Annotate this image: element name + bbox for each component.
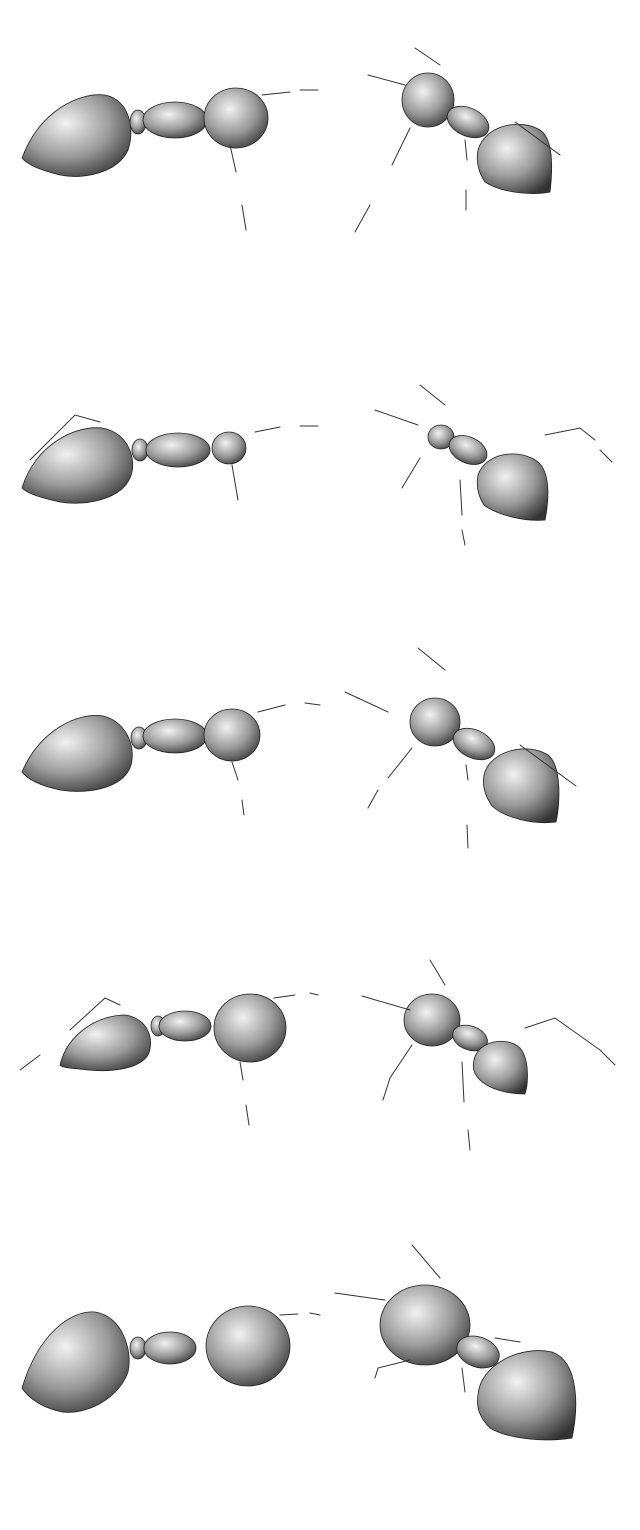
row-2-left-ant [21, 414, 319, 504]
mesosoma [448, 435, 488, 465]
leg [239, 1061, 250, 1126]
head [211, 431, 247, 465]
head [403, 993, 461, 1047]
mesosoma [158, 1010, 212, 1042]
mesosoma [452, 727, 496, 761]
leg [231, 464, 239, 501]
row-4-right-ant [361, 959, 616, 1151]
leg [231, 761, 245, 816]
head [379, 1284, 471, 1366]
leg [29, 414, 101, 461]
row-4-left-ant [19, 992, 319, 1126]
antenna [374, 384, 446, 426]
mesosoma [142, 101, 208, 139]
row-3-left-ant [21, 691, 389, 816]
leg [374, 1337, 521, 1393]
head [203, 87, 269, 149]
gaster [21, 94, 132, 177]
gaster [21, 427, 134, 504]
antenna [273, 992, 319, 999]
head [401, 72, 455, 128]
antenna [254, 425, 319, 433]
mesosoma [143, 1331, 197, 1365]
mesosoma [446, 105, 490, 139]
row-1-left-ant [21, 87, 319, 231]
head [213, 993, 287, 1063]
gaster [483, 748, 560, 824]
leg [382, 1017, 616, 1151]
antenna [334, 1244, 441, 1301]
row-5-right-ant [334, 1244, 577, 1441]
antenna [279, 1312, 321, 1316]
mesosoma [456, 1335, 500, 1369]
gaster [21, 715, 133, 792]
leg [367, 744, 577, 849]
row-3-right-ant [367, 647, 577, 849]
gaster [476, 453, 549, 521]
mesosoma [142, 718, 208, 754]
row-5-left-ant [21, 1305, 321, 1413]
row-1-right-ant [354, 47, 561, 233]
antenna [417, 647, 446, 671]
gaster [476, 123, 553, 194]
antenna [257, 691, 389, 713]
head [205, 1305, 291, 1387]
leg [401, 427, 613, 546]
gaster [472, 1040, 528, 1095]
head [203, 708, 261, 762]
leg [354, 121, 561, 233]
row-2-right-ant [374, 384, 613, 546]
gaster [59, 1014, 151, 1072]
gaster [21, 1311, 130, 1413]
leg [19, 997, 121, 1071]
leg [229, 144, 247, 231]
antenna [361, 959, 446, 1011]
antenna [261, 89, 319, 96]
antenna [367, 47, 441, 86]
gaster [477, 1350, 577, 1441]
head [409, 697, 461, 747]
mesosoma [145, 432, 211, 468]
